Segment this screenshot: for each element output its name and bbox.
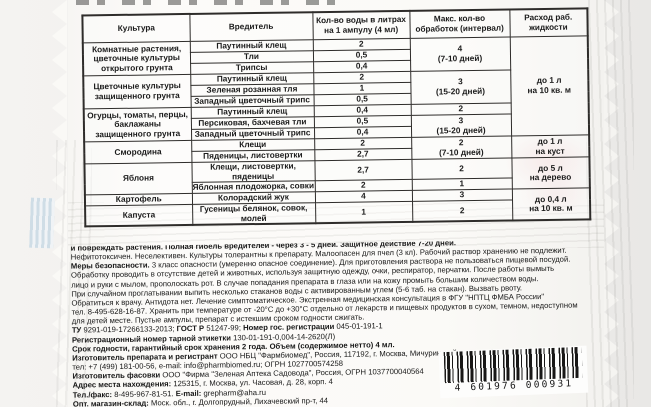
cell-rate: до 1 л на 10 кв. м (509, 35, 590, 136)
header-rate: Расход раб. жидкости (509, 8, 588, 37)
cell-max: 2 (412, 200, 513, 223)
barcode: 4 601976 000931 (438, 345, 589, 399)
cell-rate: до 5 л на дерево (511, 156, 590, 190)
header-water: Кол-во воды в литрах на 1 ампулу (4 мл) (312, 10, 410, 40)
cell-max: 4 (7-10 дней) (409, 36, 511, 72)
cell-pest: Клещи, листовертки, пяденицы (191, 160, 315, 183)
header-pest: Вредитель (189, 12, 313, 42)
cell-max: 2 (411, 157, 512, 180)
cell-max: 2 (7-10 дней) (411, 135, 512, 160)
cell-rate: до 0,4 л на 10 кв. м (511, 188, 591, 221)
cell-max: 3 (15-20 дней) (410, 69, 511, 105)
cell-culture: Яблоня (84, 162, 192, 196)
cell-water: 1 (315, 201, 413, 224)
cell-max: 3 (15-20 дней) (410, 113, 512, 138)
cell-culture: Комнатные растения, цветочные культуры о… (82, 41, 191, 76)
cell-rate: до 1 л на куст (511, 134, 590, 158)
cell-culture: Огурцы, томаты, перцы, баклажаны защищен… (83, 107, 192, 142)
cell-culture: Смородина (84, 140, 192, 164)
packet-body (68, 0, 604, 407)
cropped-text-fragment (76, 0, 344, 5)
cell-culture: Цветочные культуры защищенного грунта (83, 74, 191, 109)
cell-culture: Капуста (85, 204, 193, 227)
cell-water: 2,7 (314, 159, 412, 181)
cell-pest: Гусеницы белянок, совок, молей (192, 202, 316, 226)
usage-table: Культура Вредитель Кол-во воды в литрах … (81, 7, 592, 228)
header-culture: Культура (82, 13, 190, 43)
header-max-treatments: Макс. кол-во обработок (интервал) (409, 9, 510, 39)
